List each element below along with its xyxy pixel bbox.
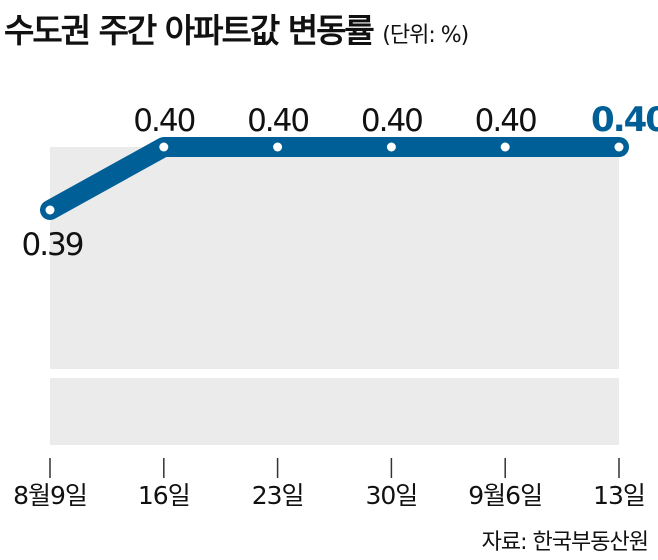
source-label: 자료: 한국부동산원 [481,530,649,555]
data-label: 0.40 [475,103,536,139]
data-point [386,142,396,152]
chart-title: 수도권 주간 아파트값 변동률 (단위: %) [4,4,469,52]
data-label: 0.40 [133,103,194,139]
plot-area-lower [50,378,619,445]
x-tick-label: 23일 [252,481,304,510]
data-label: 0.40 [591,100,658,140]
x-tick-label: 8월9일 [13,481,87,510]
data-point [45,205,55,215]
x-tick-label: 30일 [365,481,417,510]
title-text: 수도권 주간 아파트값 변동률 [4,11,375,50]
data-point [273,142,283,152]
x-tick-label: 9월6일 [468,481,542,510]
x-tick-label: 13일 [593,481,645,510]
data-point [500,142,510,152]
x-tick-label: 16일 [138,481,190,510]
plot-area-upper [50,147,619,369]
data-label: 0.40 [247,103,308,139]
data-label: 0.39 [21,227,82,263]
unit-label: (단위: %) [382,23,469,48]
data-point [159,142,169,152]
data-label: 0.40 [361,103,422,139]
series-line [40,137,629,220]
data-point [614,142,624,152]
